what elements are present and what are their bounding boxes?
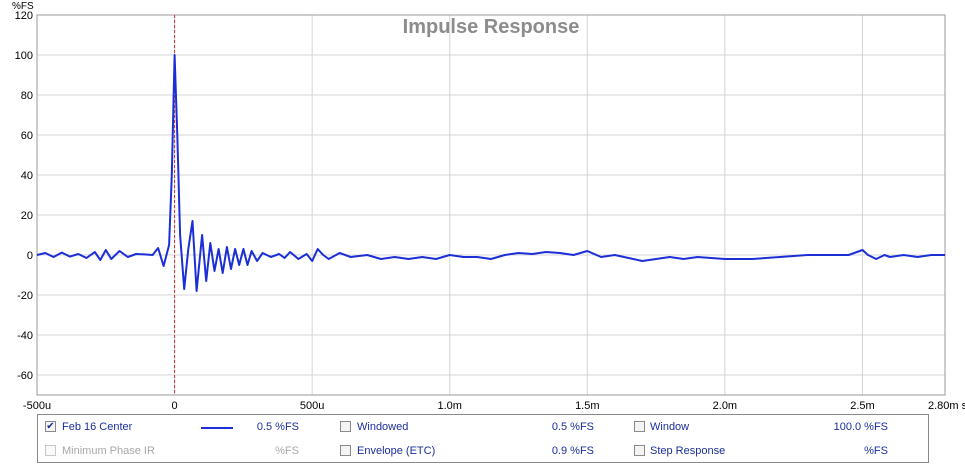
legend-value-minimum-phase-ir: %FS — [275, 445, 299, 457]
legend-value-feb16-center: 0.5 %FS — [256, 421, 299, 433]
legend-label-envelope-etc: Envelope (ETC) — [357, 445, 436, 457]
legend-value-step-response: %FS — [864, 445, 888, 457]
y-tick-label: 80 — [21, 90, 33, 102]
checkbox-window[interactable] — [634, 421, 645, 432]
series-color-swatch — [201, 427, 233, 429]
legend-value-windowed: 0.5 %FS — [551, 421, 594, 433]
checkbox-envelope-etc[interactable] — [340, 445, 351, 456]
y-tick-label: 100 — [15, 50, 33, 62]
x-tick-label: 500u — [300, 400, 324, 412]
x-tick-label: 2.80m s — [928, 400, 965, 412]
legend-label-window: Window — [650, 421, 690, 433]
y-tick-label: 0 — [27, 250, 33, 262]
y-tick-label: -60 — [17, 370, 33, 382]
y-axis-unit-label: %FS — [12, 1, 34, 12]
legend-value-window: 100.0 %FS — [833, 421, 888, 433]
checkbox-windowed[interactable] — [340, 421, 351, 432]
checkbox-step-response[interactable] — [634, 445, 645, 456]
legend-label-windowed: Windowed — [357, 421, 409, 433]
y-tick-label: 20 — [21, 210, 33, 222]
legend-value-envelope-etc: 0.9 %FS — [551, 445, 594, 457]
x-tick-label: 2.5m — [850, 400, 874, 412]
legend-label-feb16-center: Feb 16 Center — [62, 421, 133, 433]
impulse-response-chart: 120 100 80 60 40 20 0 -20 -40 -60 %FS -500u 0 500u 1.0… — [12, 1, 965, 412]
y-tick-label: -20 — [17, 290, 33, 302]
legend-label-minimum-phase-ir: Minimum Phase IR — [62, 445, 155, 457]
legend-panel: ✔ Feb 16 Center 0.5 %FS Windowed 0.5 %FS… — [37, 414, 929, 463]
checkbox-minimum-phase-ir[interactable] — [45, 445, 56, 456]
x-tick-label: 0 — [172, 400, 178, 412]
checkbox-feb16-center[interactable]: ✔ — [45, 421, 56, 432]
y-tick-label: 40 — [21, 170, 33, 182]
x-tick-label: -500u — [23, 400, 51, 412]
plot-area — [37, 15, 945, 395]
chart-title: Impulse Response — [403, 16, 580, 38]
y-tick-label: 60 — [21, 130, 33, 142]
x-tick-label: 2.0m — [713, 400, 737, 412]
legend-label-step-response: Step Response — [650, 445, 726, 457]
series-line-feb16-center — [36, 54, 945, 292]
plot-frame — [36, 14, 946, 396]
y-tick-label: 120 — [15, 10, 33, 22]
y-tick-label: -40 — [17, 330, 33, 342]
x-tick-label: 1.5m — [575, 400, 599, 412]
x-tick-label: 1.0m — [437, 400, 461, 412]
